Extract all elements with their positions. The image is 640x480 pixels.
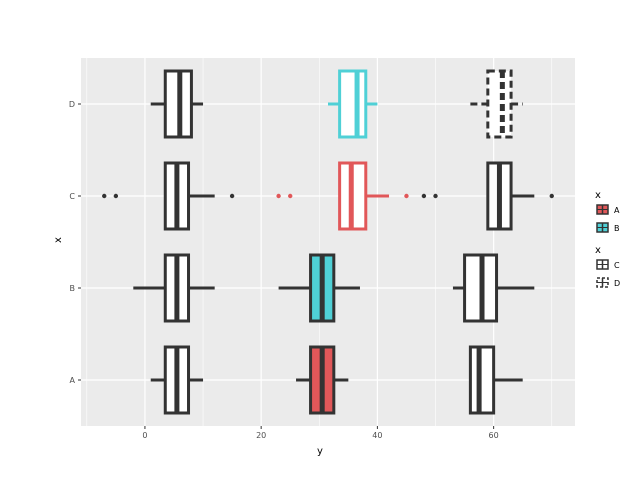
box-D-1 [150, 69, 204, 139]
box-B-1 [133, 253, 215, 323]
box-A-1 [150, 345, 204, 415]
legend: x ABx CD [595, 190, 620, 288]
outlier-point [113, 193, 119, 199]
outlier-point [433, 193, 438, 199]
box-D-3 [470, 69, 523, 139]
legend-label: B [614, 224, 620, 233]
outlier-point [276, 193, 281, 199]
y-tick-label: B [70, 284, 76, 293]
outlier-point [404, 193, 409, 199]
box-A-2 [296, 345, 349, 415]
box-A-3 [468, 345, 523, 415]
y-axis-title: x [53, 237, 64, 243]
box-B-2 [278, 253, 360, 323]
box-body [486, 69, 513, 139]
axes: 0 20 40 60 A B C D [69, 100, 499, 440]
box-body [468, 345, 496, 415]
x-axis-title: y [317, 446, 323, 457]
y-tick-label: A [70, 376, 76, 385]
outlier-point [549, 193, 554, 199]
boxes [102, 69, 554, 415]
box-B-3 [452, 253, 535, 323]
legend-label: A [614, 206, 620, 215]
legend-label: D [614, 279, 620, 288]
legend-title: x [595, 245, 601, 256]
box-body [338, 69, 368, 139]
box-C-3 [421, 161, 554, 231]
x-tick-label: 60 [489, 431, 499, 440]
legend-title: x [595, 190, 601, 201]
x-tick-label: 20 [256, 431, 266, 440]
outlier-point [421, 193, 427, 199]
outlier-point [229, 193, 235, 199]
y-tick-label: D [69, 100, 75, 109]
x-tick-label: 0 [142, 431, 147, 440]
box-C-1 [102, 161, 235, 231]
y-tick-label: C [69, 192, 75, 201]
box-D-2 [328, 69, 378, 139]
box-C-2 [276, 161, 409, 231]
outlier-point [288, 193, 293, 199]
outlier-point [102, 193, 107, 199]
x-tick-label: 40 [372, 431, 382, 440]
legend-label: C [614, 261, 620, 270]
